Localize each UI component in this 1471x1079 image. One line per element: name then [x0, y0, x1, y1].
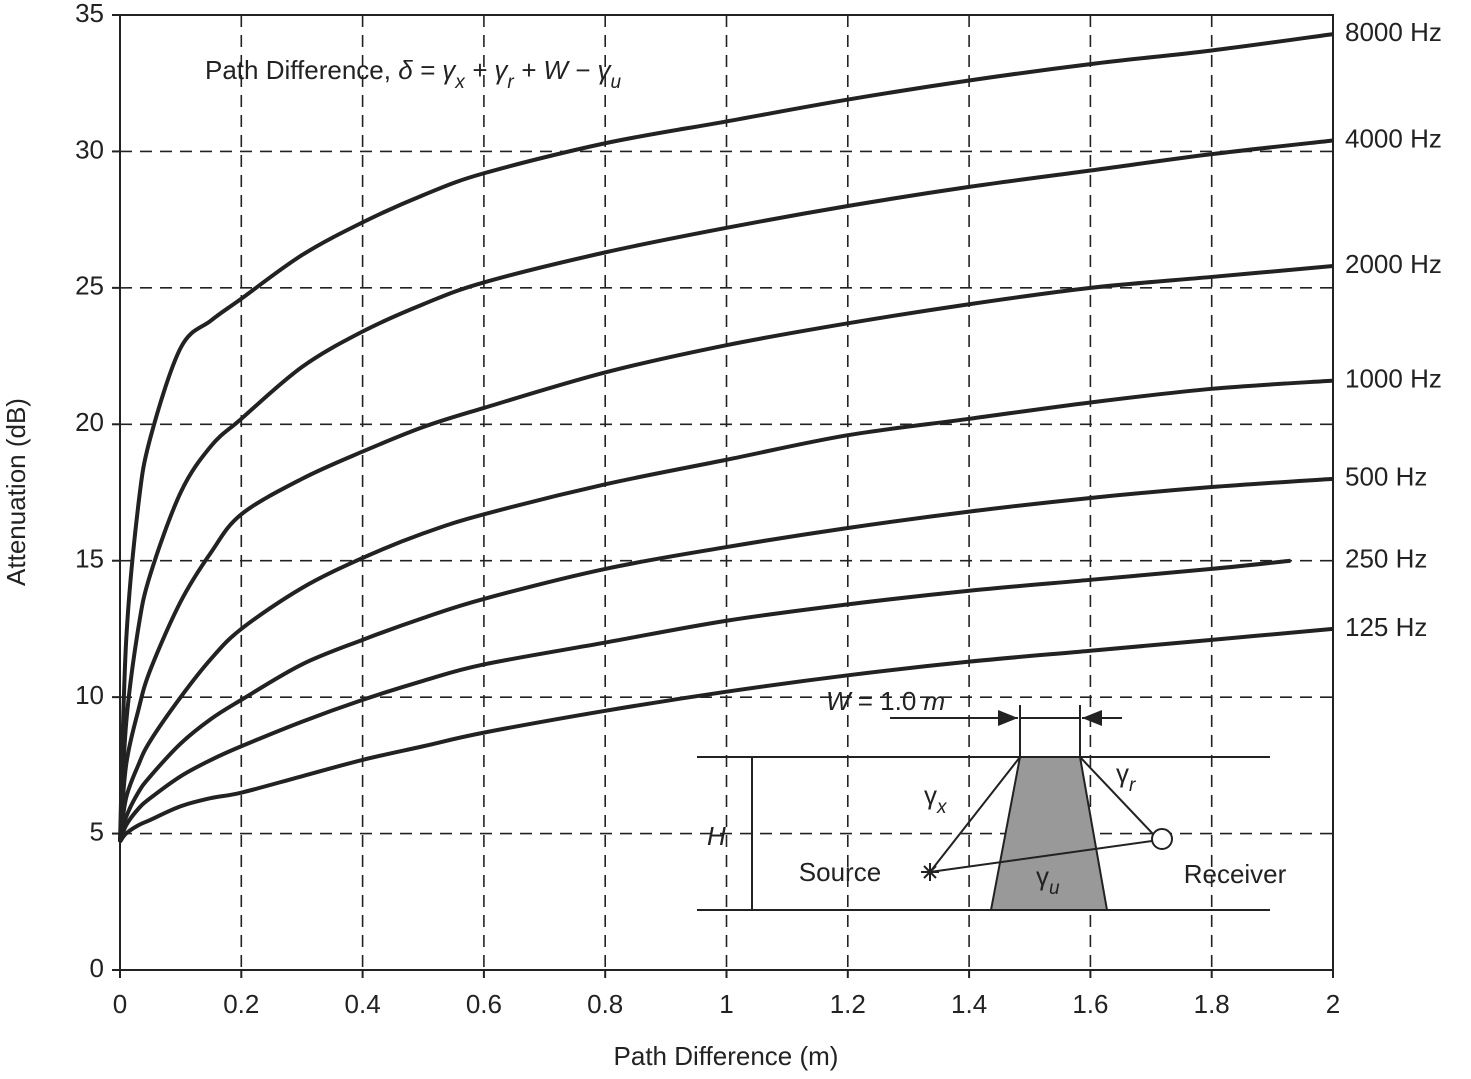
x-tick-label: 0.4 — [345, 989, 381, 1019]
path-r — [1079, 756, 1154, 835]
y-tick-label: 0 — [90, 953, 104, 983]
series-label: 2000 Hz — [1345, 249, 1442, 279]
x-tick-label: 2 — [1326, 989, 1340, 1019]
y-tick-label: 25 — [75, 271, 104, 301]
height-label: H — [707, 821, 726, 851]
series-label: 250 Hz — [1345, 544, 1427, 574]
rich-label: γu — [1036, 861, 1060, 899]
series-label: 1000 Hz — [1345, 364, 1442, 394]
label-part: γ — [1036, 861, 1049, 891]
series-line — [118, 264, 1334, 842]
series-label: 4000 Hz — [1345, 123, 1442, 153]
y-tick-label: 35 — [75, 0, 104, 28]
inset-diagram: H Source Receiver — [697, 705, 1287, 911]
series-line — [118, 138, 1334, 842]
source-label: Source — [799, 857, 881, 887]
x-tick-label: 0 — [113, 989, 127, 1019]
label-part: r — [507, 72, 514, 93]
rich-label: Path Difference, δ = γx + γr + W − γu — [205, 55, 622, 93]
plot-frame — [119, 14, 1334, 971]
rich-label: γr — [1116, 758, 1136, 796]
y-tick-label: 20 — [75, 407, 104, 437]
label-part: + γ — [465, 55, 510, 85]
path-x — [929, 756, 1021, 873]
source-icon — [921, 863, 939, 881]
y-tick-label: 5 — [90, 816, 104, 846]
series-line — [118, 558, 1291, 843]
label-part: W — [826, 686, 853, 716]
label-part: Path Difference, — [205, 55, 398, 85]
series-line — [118, 626, 1334, 843]
barrier — [989, 756, 1109, 911]
label-part: δ = γ — [398, 55, 457, 85]
x-tick-label: 0.2 — [223, 989, 259, 1019]
series-line — [118, 378, 1334, 843]
x-tick-label: 1.2 — [830, 989, 866, 1019]
x-tick-label: 1.4 — [951, 989, 987, 1019]
x-tick-label: 1.8 — [1194, 989, 1230, 1019]
receiver-icon — [1151, 828, 1173, 850]
label-part: = 1.0 — [851, 686, 924, 716]
label-part: + W − γ — [514, 55, 613, 85]
label-part: x — [454, 72, 466, 93]
y-tick-label: 15 — [75, 544, 104, 574]
y-axis-label: Attenuation (dB) — [1, 398, 31, 586]
series-line — [118, 476, 1334, 843]
x-tick-label: 1 — [719, 989, 733, 1019]
y-tick-label: 10 — [75, 680, 104, 710]
x-tick-label: 0.6 — [466, 989, 502, 1019]
label-part: u — [611, 72, 622, 93]
series-label: 8000 Hz — [1345, 17, 1442, 47]
path-u — [929, 840, 1153, 873]
rich-label: W = 1.0 m — [826, 686, 945, 716]
label-part: m — [924, 686, 946, 716]
x-tick-label: 1.6 — [1072, 989, 1108, 1019]
rich-label: γx — [924, 780, 948, 818]
x-tick-label: 0.8 — [587, 989, 623, 1019]
label-part: γ — [924, 780, 937, 810]
label-part: u — [1049, 878, 1060, 899]
x-axis-label: Path Difference (m) — [614, 1041, 839, 1071]
series-line — [118, 32, 1334, 842]
receiver-label: Receiver — [1184, 859, 1287, 889]
label-part: x — [936, 797, 948, 818]
label-part: r — [1129, 775, 1136, 796]
label-part: γ — [1116, 758, 1129, 788]
series-label: 125 Hz — [1345, 612, 1427, 642]
series-label: 500 Hz — [1345, 462, 1427, 492]
y-tick-label: 30 — [75, 134, 104, 164]
